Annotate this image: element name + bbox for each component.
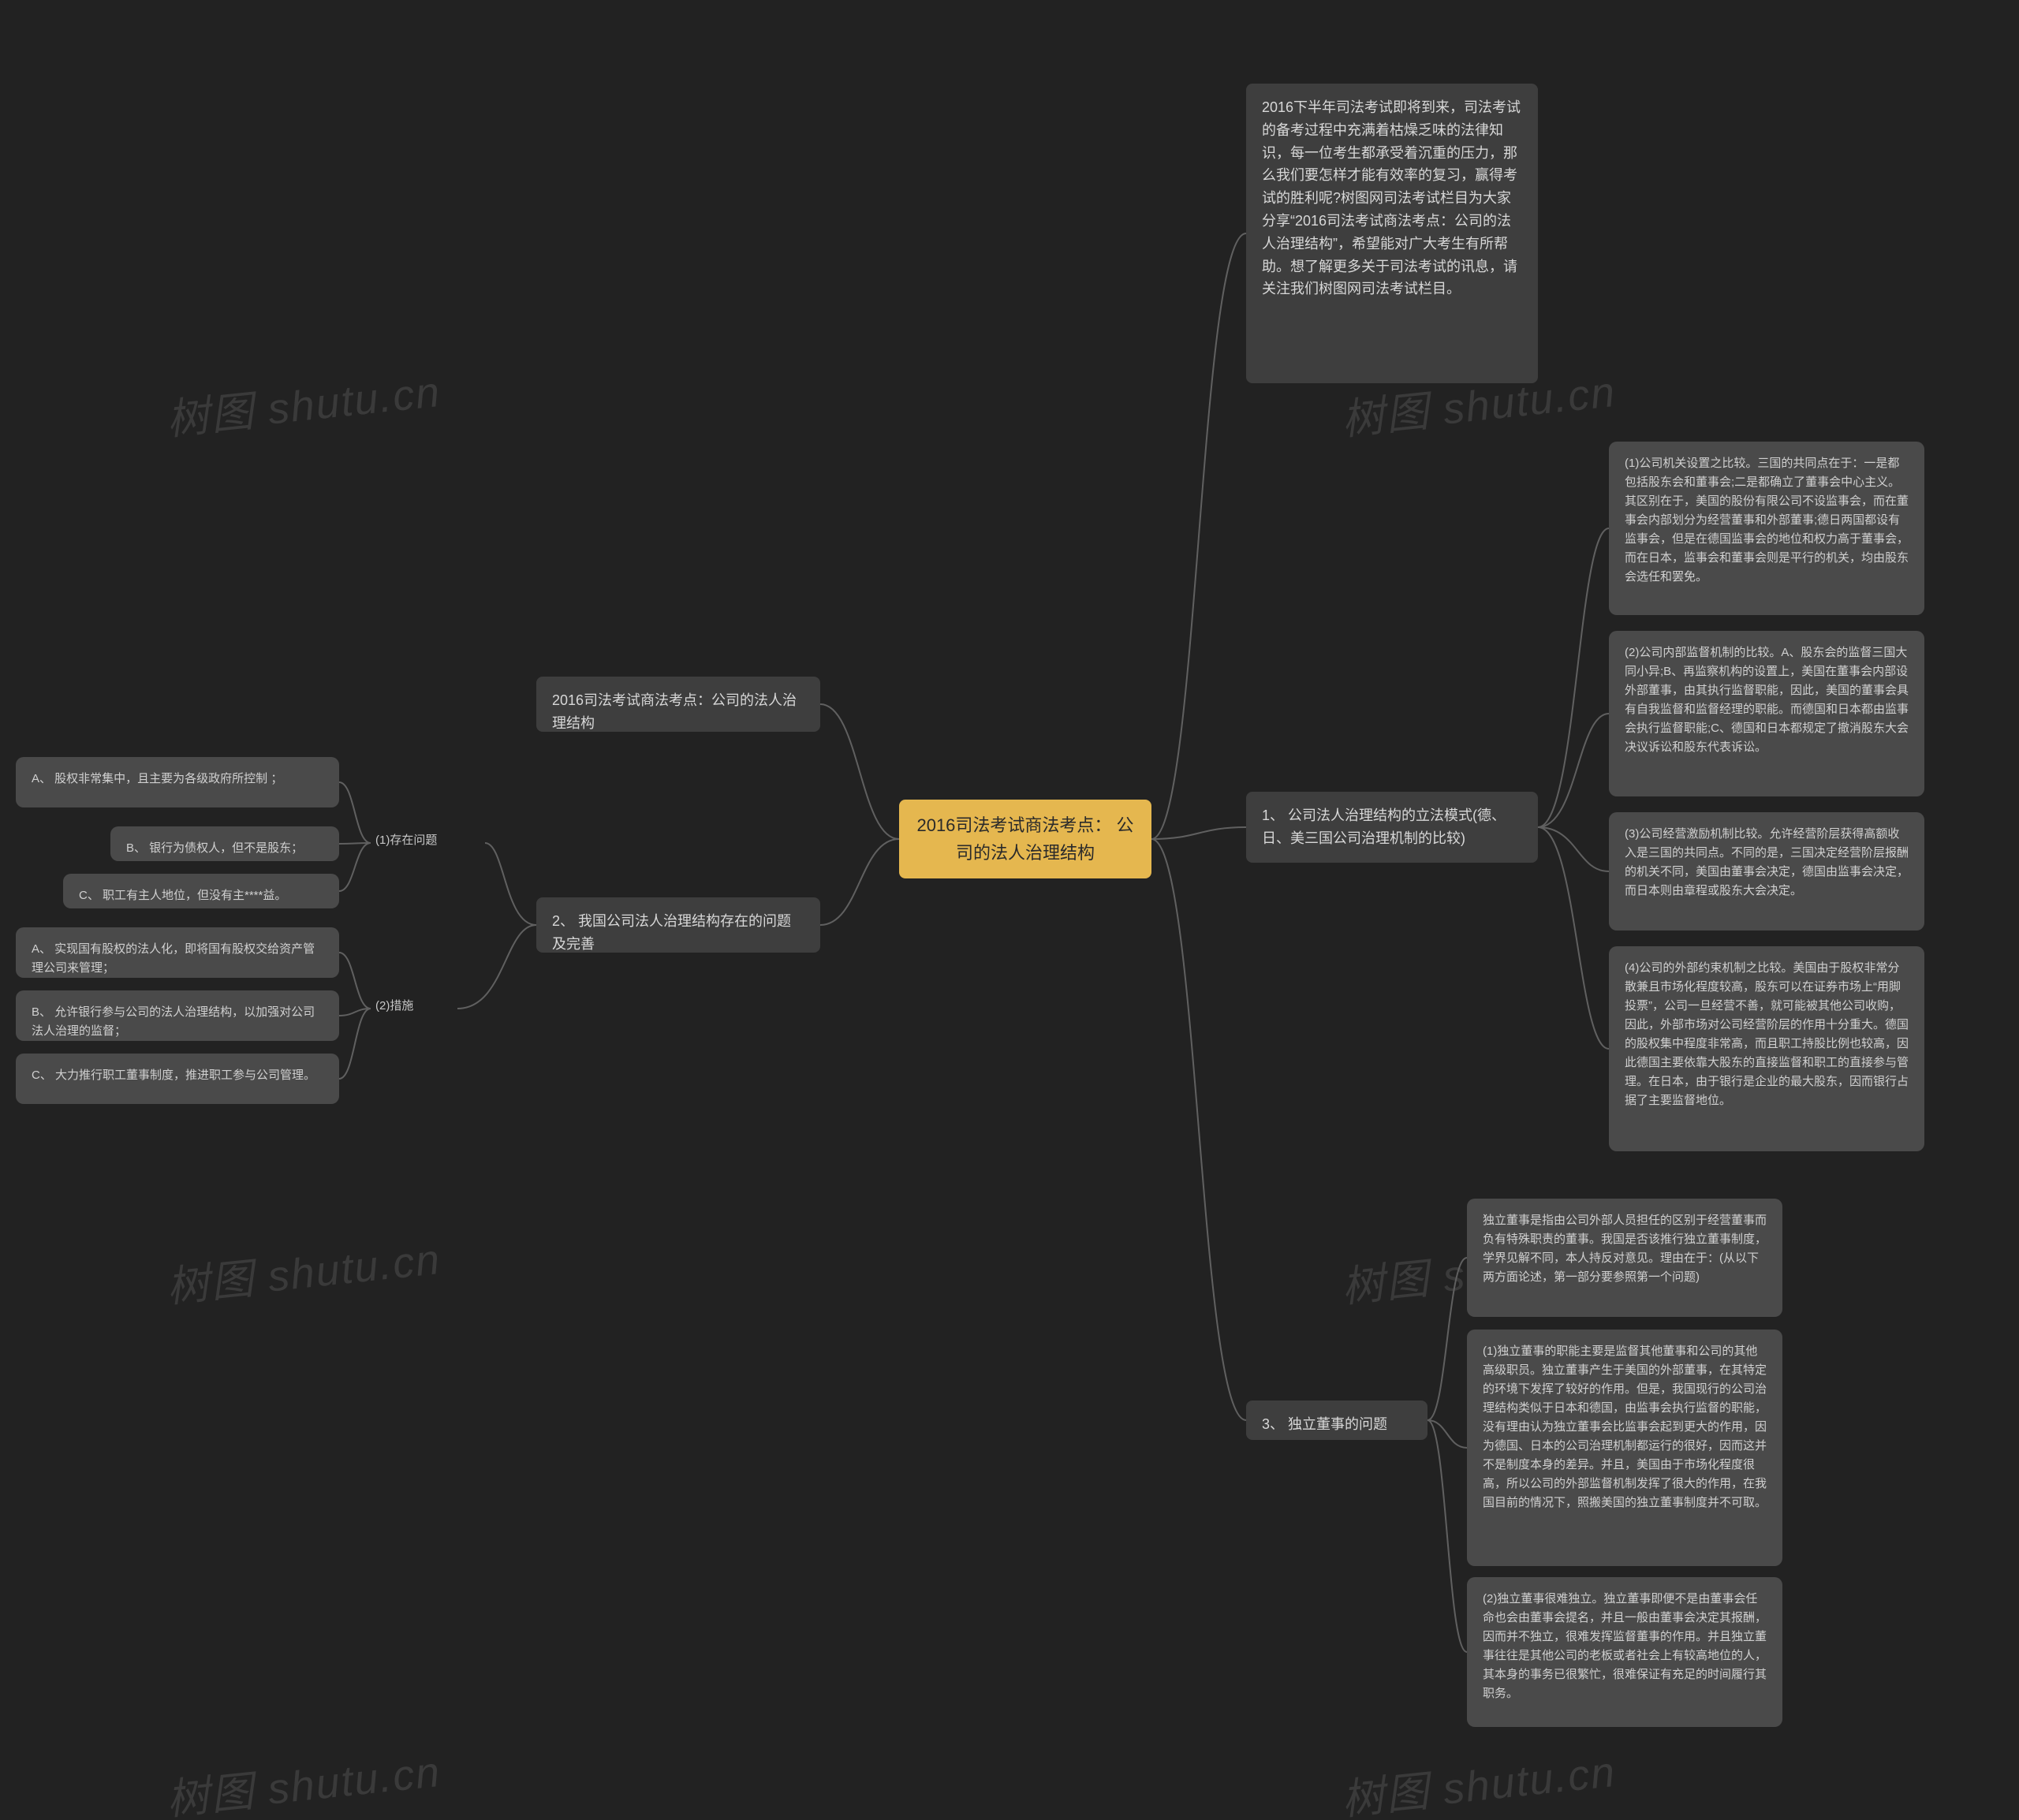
watermark: 树图 shutu.cn: [1338, 1736, 1618, 1820]
leaf-node[interactable]: B、 银行为债权人，但不是股东；: [110, 826, 339, 861]
leaf-node[interactable]: (2)公司内部监督机制的比较。A、股东会的监督三国大同小异;B、再监察机构的设置…: [1609, 631, 1924, 796]
leaf-node[interactable]: A、 股权非常集中，且主要为各级政府所控制 ；: [16, 757, 339, 807]
root-node[interactable]: 2016司法考试商法考点： 公司的法人治理结构: [899, 800, 1151, 878]
watermark: 树图 shutu.cn: [163, 356, 443, 447]
branch-node[interactable]: 2016司法考试商法考点：公司的法人治理结构: [536, 677, 820, 732]
leaf-node[interactable]: B、 允许银行参与公司的法人治理结构，以加强对公司法人治理的监督；: [16, 990, 339, 1041]
branch-node[interactable]: 2016下半年司法考试即将到来，司法考试的备考过程中充满着枯燥乏味的法律知识，每…: [1246, 84, 1538, 383]
leaf-node[interactable]: A、 实现国有股权的法人化，即将国有股权交给资产管理公司来管理；: [16, 927, 339, 978]
leaf-node[interactable]: C、 职工有主人地位，但没有主****益。: [63, 874, 339, 908]
branch-node[interactable]: 3、 独立董事的问题: [1246, 1400, 1427, 1440]
watermark: 树图 shutu.cn: [163, 1736, 443, 1820]
leaf-node[interactable]: (4)公司的外部约束机制之比较。美国由于股权非常分散兼且市场化程度较高，股东可以…: [1609, 946, 1924, 1151]
leaf-node[interactable]: C、 大力推行职工董事制度，推进职工参与公司管理。: [16, 1054, 339, 1104]
watermark: 树图 shutu.cn: [163, 1224, 443, 1315]
leaf-node[interactable]: (3)公司经营激励机制比较。允许经营阶层获得高额收入是三国的共同点。不同的是，三…: [1609, 812, 1924, 931]
branch-node[interactable]: 1、 公司法人治理结构的立法模式(德、日、美三国公司治理机制的比较): [1246, 792, 1538, 863]
leaf-node[interactable]: 独立董事是指由公司外部人员担任的区别于经营董事而负有特殊职责的董事。我国是否该推…: [1467, 1199, 1782, 1317]
branch-node[interactable]: 2、 我国公司法人治理结构存在的问题及完善: [536, 897, 820, 953]
mindmap-canvas: 树图 shutu.cn 树图 shutu.cn 树图 shutu.cn 树图 s…: [0, 0, 2019, 1820]
sub-label[interactable]: (1)存在问题: [371, 828, 485, 858]
leaf-node[interactable]: (2)独立董事很难独立。独立董事即便不是由董事会任命也会由董事会提名，并且一般由…: [1467, 1577, 1782, 1727]
leaf-node[interactable]: (1)独立董事的职能主要是监督其他董事和公司的其他高级职员。独立董事产生于美国的…: [1467, 1330, 1782, 1566]
sub-label[interactable]: (2)措施: [371, 994, 457, 1024]
leaf-node[interactable]: (1)公司机关设置之比较。三国的共同点在于：一是都包括股东会和董事会;二是都确立…: [1609, 442, 1924, 615]
